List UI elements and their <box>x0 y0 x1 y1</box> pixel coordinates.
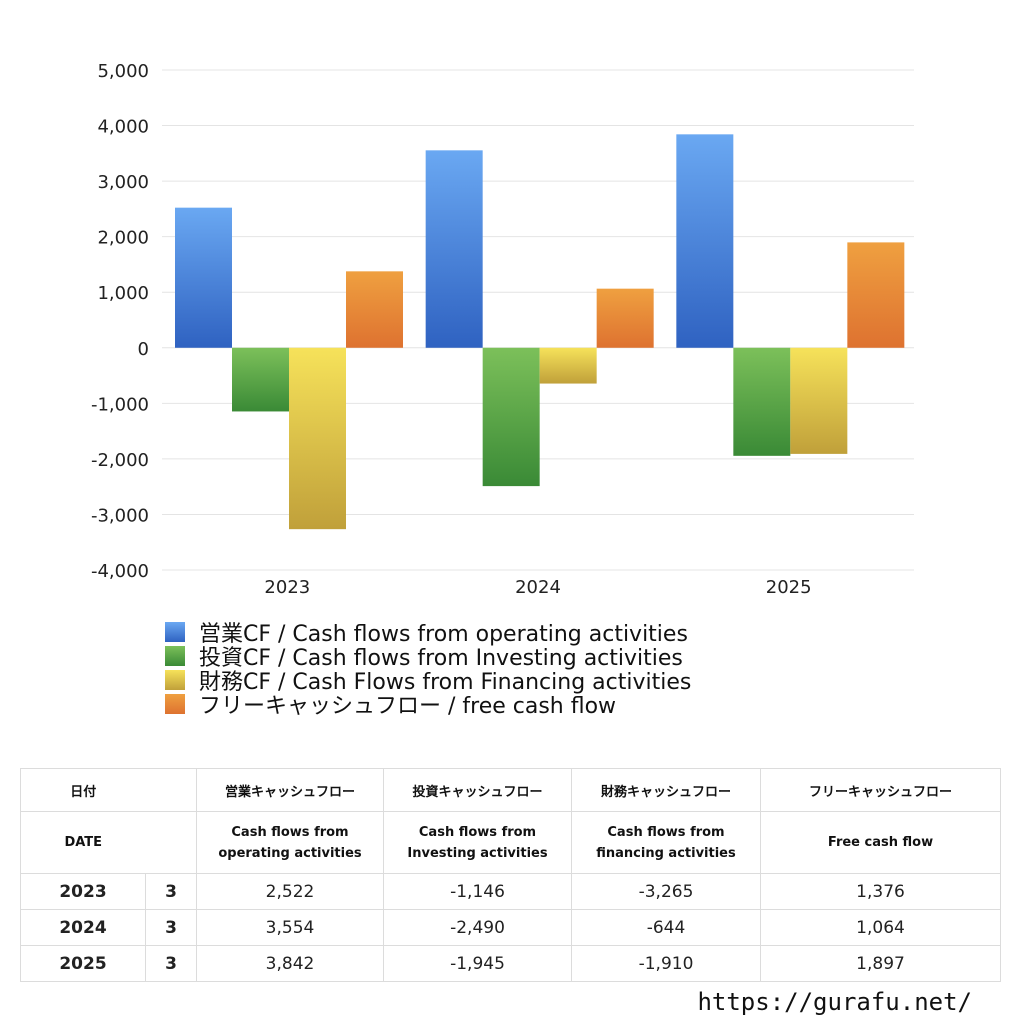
header-investing-en-line1: Cash flows from <box>418 824 537 840</box>
header-free-en-line1: Free cash flow <box>827 835 934 850</box>
cash-flow-table: 日付 営業キャッシュフロー 投資キャッシュフロー 財務キャッシュフロー フリーキ… <box>20 768 1001 982</box>
bar-free-2025 <box>847 242 905 348</box>
cell-operating: 3,554 <box>196 909 384 946</box>
header-financing-jp: 財務キャッシュフロー <box>571 768 761 812</box>
header-operating-en: Cash flows from operating activities <box>196 811 384 874</box>
legend-item-financing: 財務CF / Cash Flows from Financing activit… <box>165 668 691 695</box>
cash-flow-bar-chart: 5,000 4,000 3,000 2,000 1,000 0 -1,000 -2,000 -3… <box>91 61 914 598</box>
x-tick-label: 2023 <box>264 577 310 598</box>
header-financing-en-line1: Cash flows from <box>607 824 725 840</box>
header-investing-en: Cash flows from Investing activities <box>383 811 572 874</box>
y-tick-label: -1,000 <box>91 394 149 415</box>
bar-investing-2024 <box>482 347 540 487</box>
row-month: 3 <box>145 945 197 982</box>
cell-investing: -2,490 <box>383 909 572 946</box>
y-tick-label: 4,000 <box>97 117 149 138</box>
y-tick-label: 2,000 <box>97 228 149 249</box>
grid-lines <box>162 69 914 571</box>
y-tick-label: 3,000 <box>97 172 149 193</box>
header-date-en: DATE <box>20 811 146 874</box>
y-tick-label: -2,000 <box>91 450 149 471</box>
legend-label-free: フリーキャッシュフロー / free cash flow <box>199 694 617 719</box>
x-axis-ticks: 2023 2024 2025 <box>264 577 811 598</box>
legend-item-investing: 投資CF / Cash flows from Investing activit… <box>165 644 691 671</box>
cell-investing: -1,945 <box>383 945 572 982</box>
y-axis-ticks: 5,000 4,000 3,000 2,000 1,000 0 -1,000 -2,000 -3… <box>91 61 149 582</box>
row-year: 2024 <box>20 909 146 946</box>
legend-item-free: フリーキャッシュフロー / free cash flow <box>165 692 691 719</box>
bar-financing-2025 <box>790 347 848 454</box>
site-url: https://gurafu.net/ <box>697 988 972 1016</box>
cell-free: 1,376 <box>760 873 1001 910</box>
x-tick-label: 2024 <box>515 577 561 598</box>
header-date-en-gap <box>145 811 197 874</box>
legend-swatch-financing <box>165 670 185 690</box>
cell-operating: 3,842 <box>196 945 384 982</box>
row-year: 2025 <box>20 945 146 982</box>
bar-free-2023 <box>346 271 403 348</box>
legend-label-investing: 投資CF / Cash flows from Investing activit… <box>199 646 683 671</box>
cell-financing: -3,265 <box>571 873 761 910</box>
table-header-jp-row: 日付 営業キャッシュフロー 投資キャッシュフロー 財務キャッシュフロー フリーキ… <box>20 768 1001 812</box>
row-month: 3 <box>145 873 197 910</box>
legend-label-financing: 財務CF / Cash Flows from Financing activit… <box>199 670 692 695</box>
legend-swatch-free <box>165 694 185 714</box>
legend: 営業CF / Cash flows from operating activit… <box>165 620 691 719</box>
y-tick-label: 1,000 <box>97 283 149 304</box>
header-investing-jp: 投資キャッシュフロー <box>383 768 572 812</box>
table-row: 2024 3 3,554 -2,490 -644 1,064 <box>20 909 1001 946</box>
cell-investing: -1,146 <box>383 873 572 910</box>
bar-investing-2023 <box>232 347 289 412</box>
bar-free-2024 <box>596 288 654 348</box>
y-tick-label: 5,000 <box>97 61 149 82</box>
cell-financing: -644 <box>571 909 761 946</box>
bar-operating-2023 <box>175 207 232 348</box>
header-operating-en-line2: operating activities <box>218 845 362 861</box>
row-year: 2023 <box>20 873 146 910</box>
y-tick-label: -4,000 <box>91 561 149 582</box>
header-free-jp: フリーキャッシュフロー <box>760 768 1001 812</box>
row-month: 3 <box>145 909 197 946</box>
bar-operating-2025 <box>676 134 734 348</box>
cell-financing: -1,910 <box>571 945 761 982</box>
header-operating-jp: 営業キャッシュフロー <box>196 768 384 812</box>
x-tick-label: 2025 <box>766 577 812 598</box>
legend-swatch-operating <box>165 622 185 642</box>
legend-label-operating: 営業CF / Cash flows from operating activit… <box>199 622 688 647</box>
header-financing-en-line2: financing activities <box>596 845 736 861</box>
bar-financing-2023 <box>289 347 346 530</box>
y-tick-label: 0 <box>138 339 149 360</box>
table-row: 2023 3 2,522 -1,146 -3,265 1,376 <box>20 873 1001 910</box>
header-date-gap <box>145 768 197 812</box>
bars <box>175 134 905 530</box>
header-investing-en-line2: Investing activities <box>407 845 548 861</box>
cell-free: 1,897 <box>760 945 1001 982</box>
legend-swatch-investing <box>165 646 185 666</box>
bar-financing-2024 <box>539 347 597 384</box>
legend-item-operating: 営業CF / Cash flows from operating activit… <box>165 620 691 647</box>
header-free-en: Free cash flow <box>760 811 1001 874</box>
bar-operating-2024 <box>425 150 483 348</box>
y-tick-label: -3,000 <box>91 505 149 526</box>
header-date-jp: 日付 <box>20 768 146 812</box>
table-header-en-row: DATE Cash flows from operating activitie… <box>20 811 1001 874</box>
bar-investing-2025 <box>733 347 791 456</box>
cell-operating: 2,522 <box>196 873 384 910</box>
table-row: 2025 3 3,842 -1,945 -1,910 1,897 <box>20 945 1001 982</box>
cell-free: 1,064 <box>760 909 1001 946</box>
header-financing-en: Cash flows from financing activities <box>571 811 761 874</box>
header-operating-en-line1: Cash flows from <box>231 824 349 840</box>
